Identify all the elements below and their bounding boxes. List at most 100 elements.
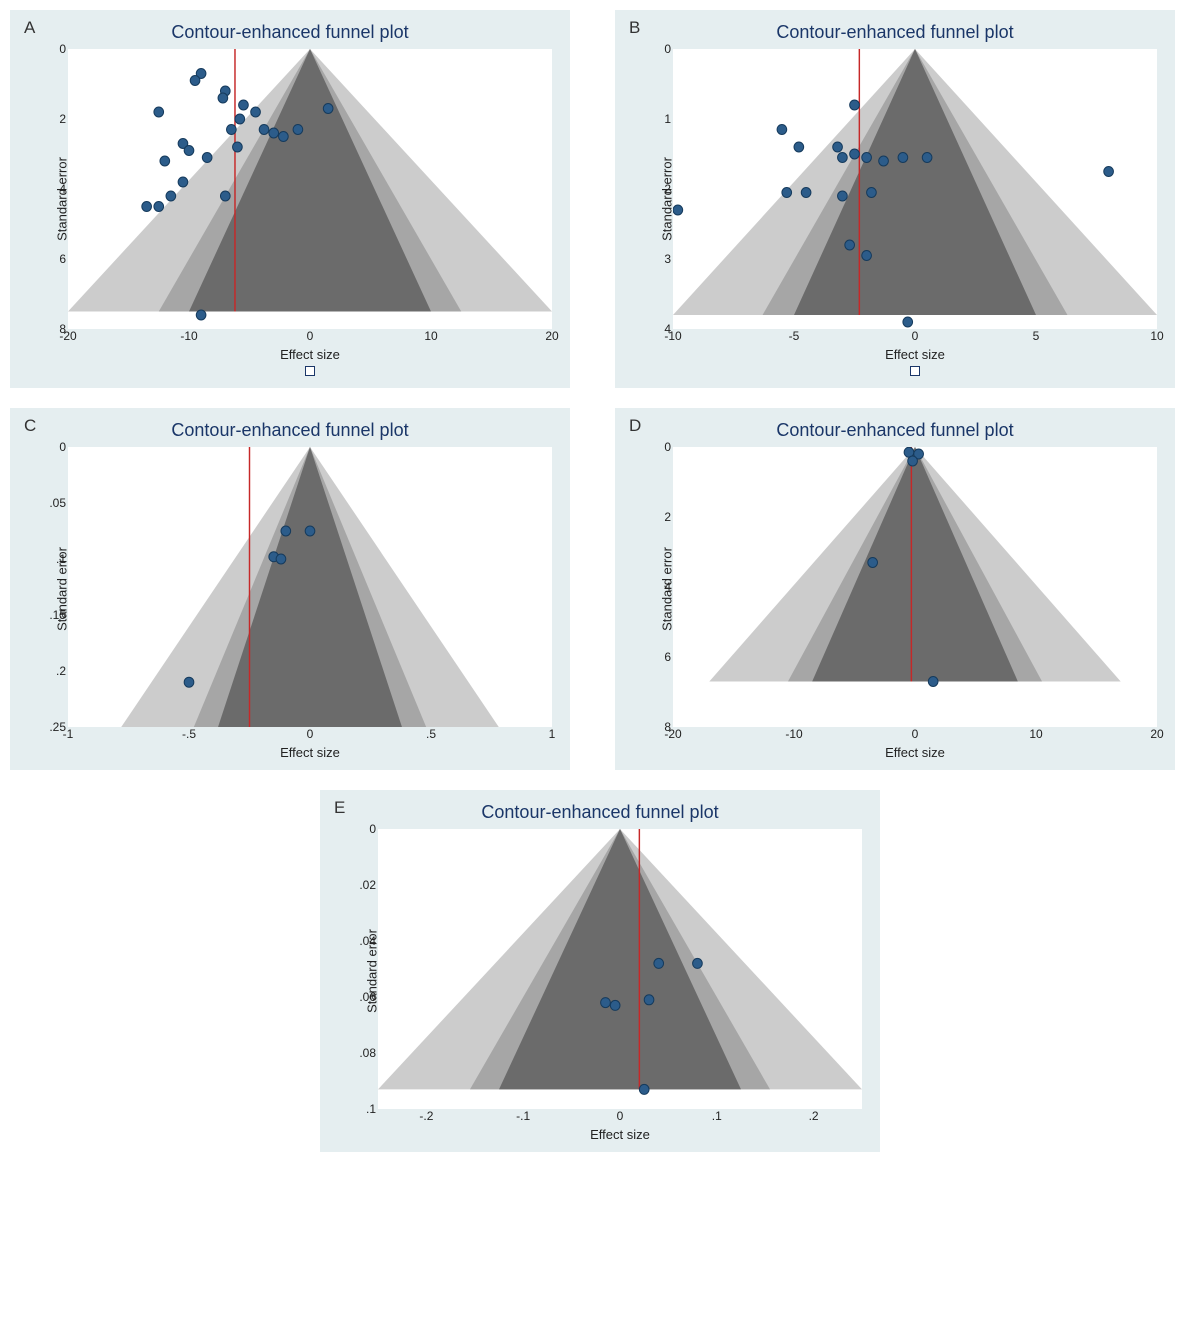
panel-letter: E [334, 798, 345, 818]
data-point [903, 317, 913, 327]
data-point [862, 153, 872, 163]
panel-E: EContour-enhanced funnel plotStandard er… [320, 790, 880, 1152]
panel-title: Contour-enhanced funnel plot [330, 802, 870, 823]
panel-title: Contour-enhanced funnel plot [625, 420, 1165, 441]
plot-area [378, 829, 862, 1109]
x-tick-label: 0 [912, 329, 919, 343]
data-point [777, 125, 787, 135]
data-point [610, 1000, 620, 1010]
data-point [190, 76, 200, 86]
data-point [235, 114, 245, 124]
data-point [269, 128, 279, 138]
panel-letter: B [629, 18, 640, 38]
data-point [202, 153, 212, 163]
data-point [305, 526, 315, 536]
x-tick-label: 0 [912, 727, 919, 741]
panel-title: Contour-enhanced funnel plot [20, 420, 560, 441]
y-tick-label: .06 [350, 990, 376, 1004]
data-point [1104, 167, 1114, 177]
y-tick-label: 0 [40, 440, 66, 454]
y-tick-label: 0 [645, 440, 671, 454]
data-point [639, 1084, 649, 1094]
data-point [293, 125, 303, 135]
data-point [693, 958, 703, 968]
y-tick-label: 2 [645, 182, 671, 196]
data-point [323, 104, 333, 114]
data-point [868, 558, 878, 568]
legend-marker [673, 366, 1157, 378]
x-tick-label: 0 [307, 329, 314, 343]
x-tick-label: -5 [789, 329, 800, 343]
x-axis-label: Effect size [673, 347, 1157, 362]
y-tick-label: .04 [350, 934, 376, 948]
panel-letter: C [24, 416, 36, 436]
data-point [862, 251, 872, 261]
panel-A-wrap: AContour-enhanced funnel plotStandard er… [10, 10, 585, 388]
data-point [794, 142, 804, 152]
data-point [928, 677, 938, 687]
y-tick-label: .1 [40, 552, 66, 566]
y-tick-label: .02 [350, 878, 376, 892]
data-point [142, 202, 152, 212]
x-tick-label: -10 [180, 329, 197, 343]
data-point [227, 125, 237, 135]
x-tick-label: -.5 [182, 727, 196, 741]
x-axis-label: Effect size [68, 347, 552, 362]
panel-B: BContour-enhanced funnel plotStandard er… [615, 10, 1175, 388]
y-tick-label: 6 [40, 252, 66, 266]
data-point [154, 202, 164, 212]
x-axis-label: Effect size [378, 1127, 862, 1142]
plot-area [673, 49, 1157, 329]
data-point [644, 995, 654, 1005]
y-tick-label: 4 [40, 182, 66, 196]
panel-E-wrap: EContour-enhanced funnel plotStandard er… [10, 790, 1190, 1152]
x-tick-label: 1 [549, 727, 556, 741]
data-point [160, 156, 170, 166]
x-tick-label: -.2 [419, 1109, 433, 1123]
data-point [184, 146, 194, 156]
data-point [838, 153, 848, 163]
data-point [879, 156, 889, 166]
x-tick-label: -1 [63, 727, 74, 741]
data-point [218, 93, 228, 103]
data-point [850, 149, 860, 159]
data-point [281, 526, 291, 536]
data-point [601, 998, 611, 1008]
data-point [833, 142, 843, 152]
panel-letter: A [24, 18, 35, 38]
x-tick-label: 0 [617, 1109, 624, 1123]
y-tick-label: .1 [350, 1102, 376, 1116]
data-point [782, 188, 792, 198]
x-tick-label: 20 [545, 329, 558, 343]
data-point [251, 107, 261, 117]
data-point [838, 191, 848, 201]
x-tick-label: 10 [1029, 727, 1042, 741]
x-tick-label: -20 [664, 727, 681, 741]
panel-C: CContour-enhanced funnel plotStandard er… [10, 408, 570, 770]
panel-letter: D [629, 416, 641, 436]
y-tick-label: 0 [645, 42, 671, 56]
data-point [867, 188, 877, 198]
data-point [801, 188, 811, 198]
y-tick-label: 0 [40, 42, 66, 56]
x-tick-label: .2 [809, 1109, 819, 1123]
data-point [922, 153, 932, 163]
x-axis-label: Effect size [673, 745, 1157, 760]
x-tick-label: 10 [424, 329, 437, 343]
data-point [654, 958, 664, 968]
x-tick-label: .1 [712, 1109, 722, 1123]
panel-B-wrap: BContour-enhanced funnel plotStandard er… [615, 10, 1190, 388]
x-tick-label: 0 [307, 727, 314, 741]
x-tick-label: 20 [1150, 727, 1163, 741]
x-tick-label: -20 [59, 329, 76, 343]
data-point [259, 125, 269, 135]
y-tick-label: 1 [645, 112, 671, 126]
x-axis-label: Effect size [68, 745, 552, 760]
x-tick-label: 10 [1150, 329, 1163, 343]
x-tick-label: -10 [785, 727, 802, 741]
plot-area [68, 49, 552, 329]
y-tick-label: 2 [645, 510, 671, 524]
data-point [276, 554, 286, 564]
panel-A: AContour-enhanced funnel plotStandard er… [10, 10, 570, 388]
x-tick-label: 5 [1033, 329, 1040, 343]
